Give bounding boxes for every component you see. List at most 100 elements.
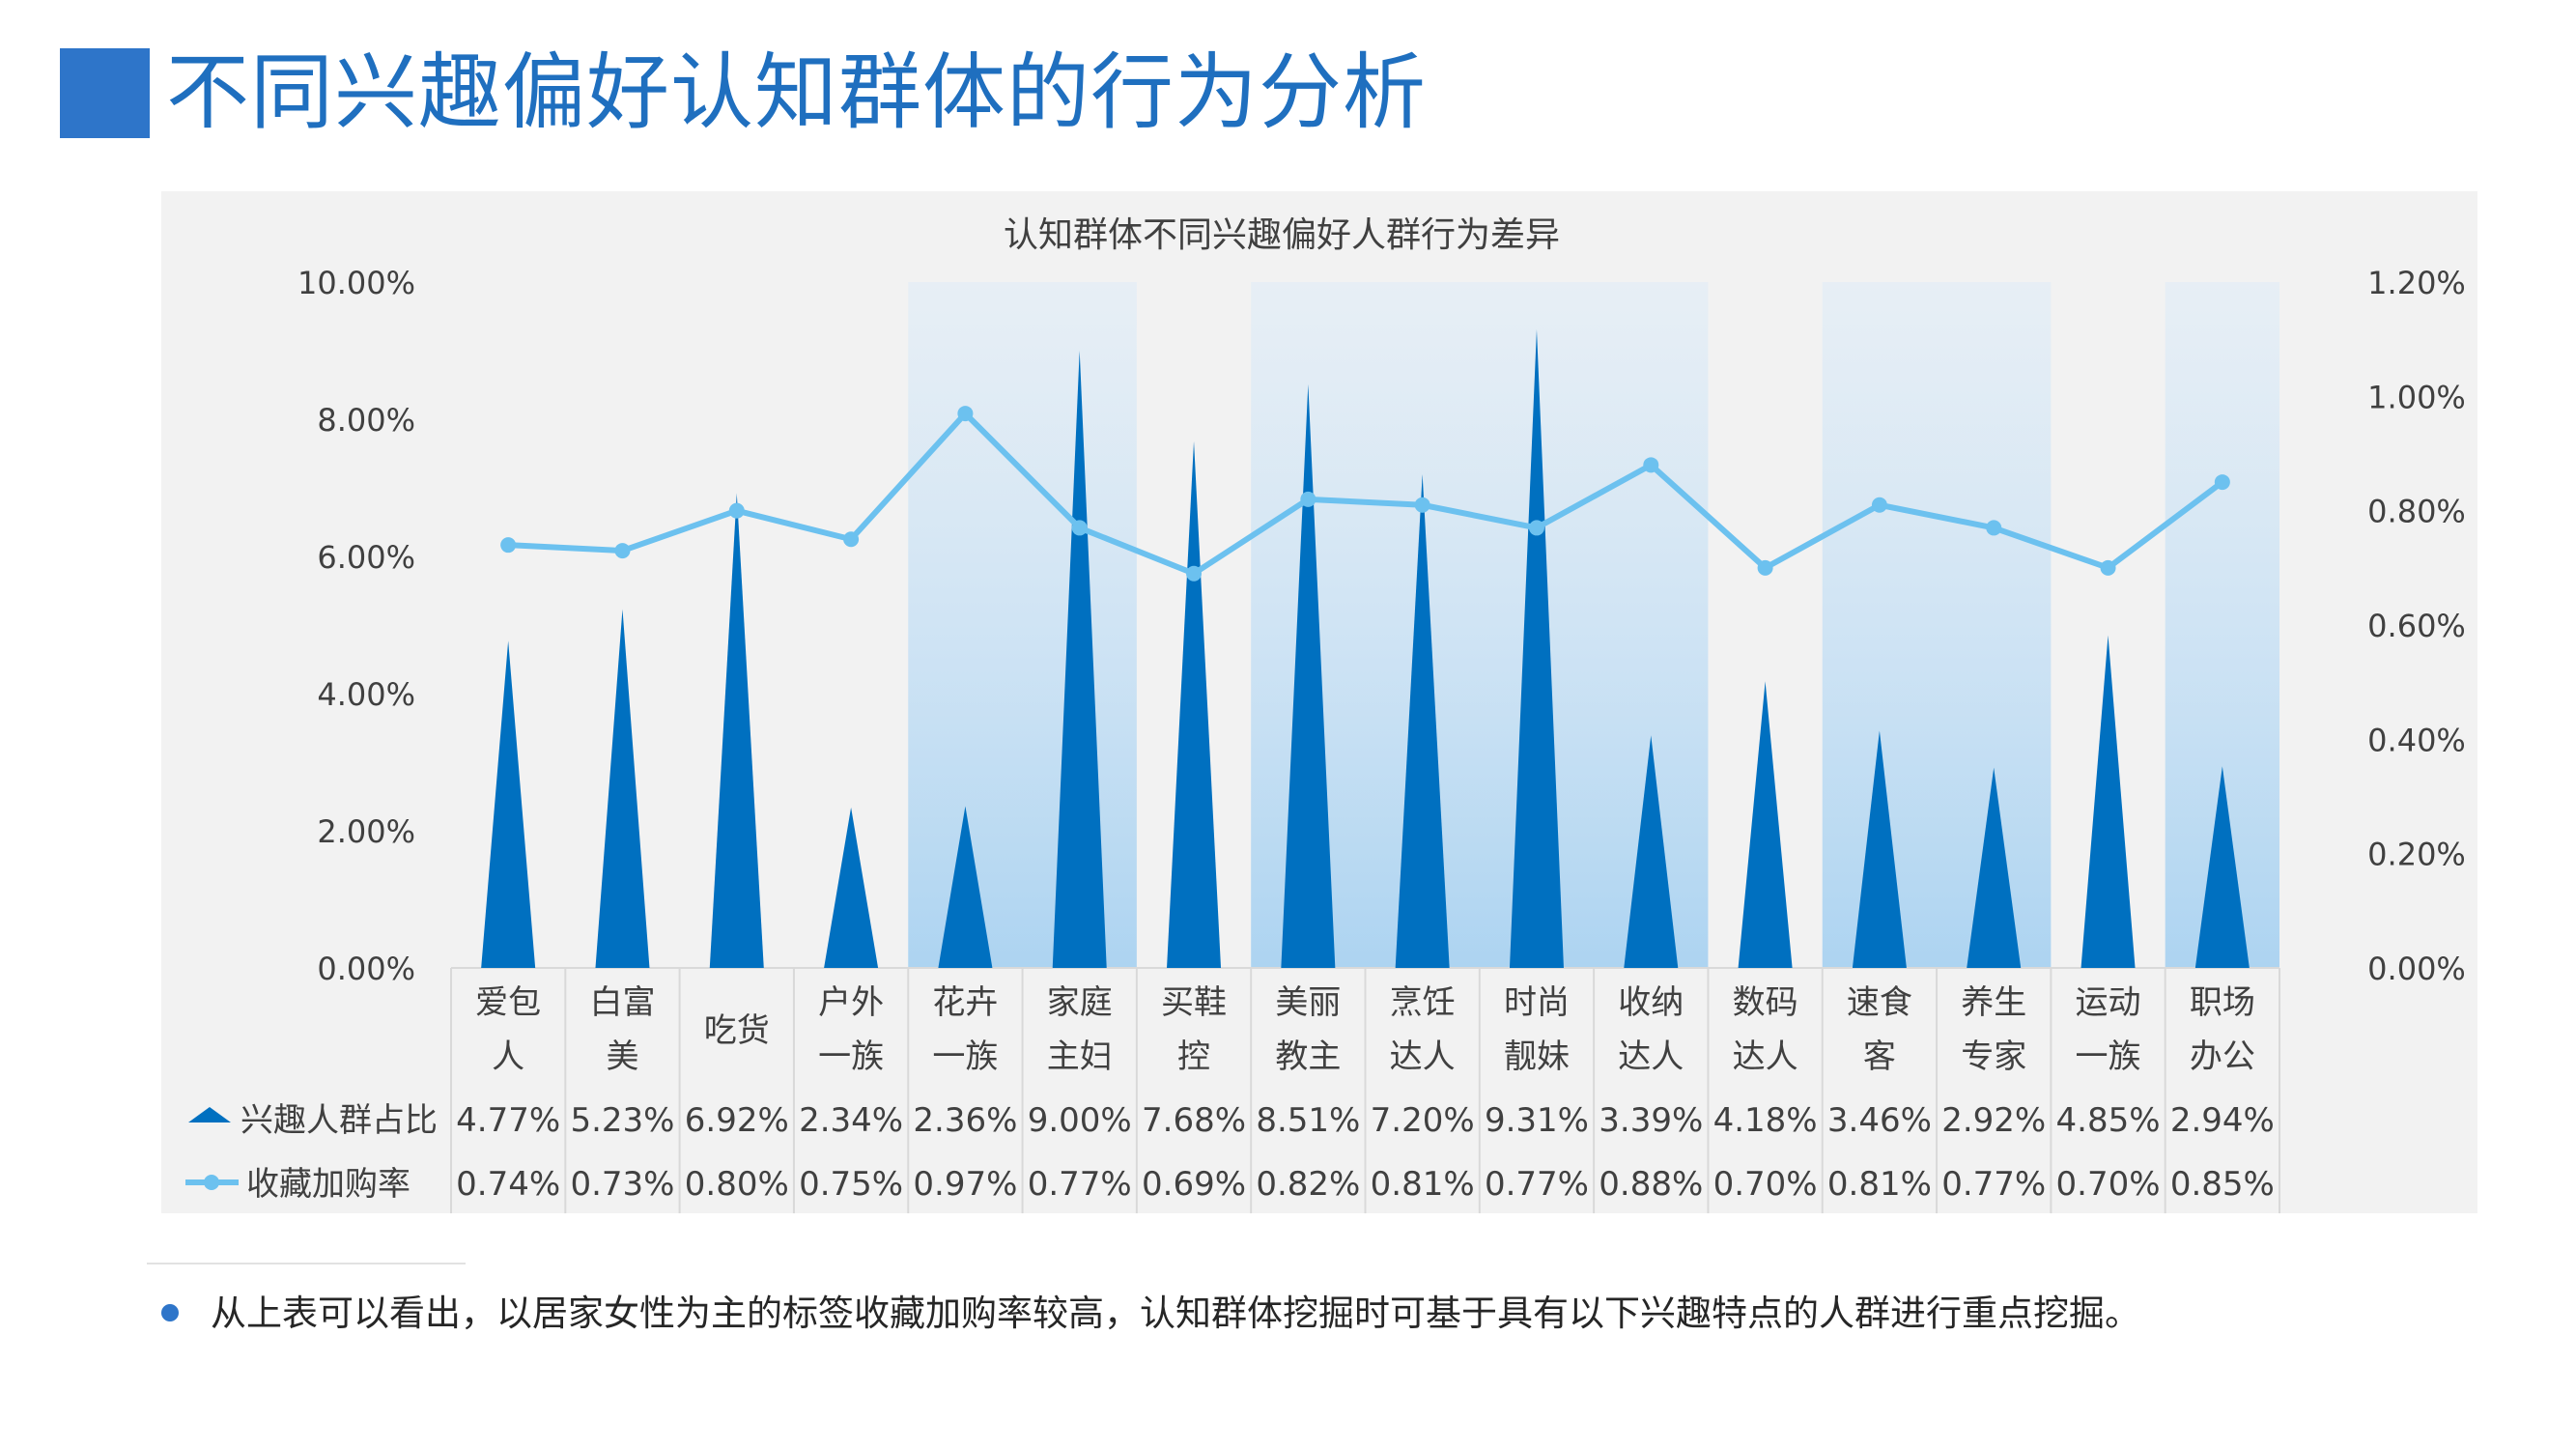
- divider-line: [147, 1263, 466, 1264]
- left-axis-tick-label: 8.00%: [317, 402, 415, 439]
- line-series-path: [508, 411, 2224, 577]
- bar-value-label: 9.00%: [1028, 1101, 1132, 1140]
- right-axis-tick-label: 1.20%: [2367, 265, 2466, 301]
- bar-2: [595, 609, 650, 968]
- bar-value-label: 9.31%: [1485, 1101, 1589, 1140]
- line-value-label: 0.80%: [685, 1165, 789, 1204]
- category-label: 时尚: [1504, 983, 1570, 1022]
- bar-13: [1852, 730, 1907, 968]
- line-point-7: [1186, 565, 1203, 582]
- category-label: 花卉: [932, 983, 998, 1022]
- line-value-label: 0.73%: [570, 1165, 674, 1204]
- line-point-6: [1071, 520, 1088, 536]
- bar-4: [824, 807, 879, 968]
- category-label: 吃货: [704, 1011, 770, 1050]
- category-label: 白富: [589, 983, 655, 1022]
- bar-value-label: 8.51%: [1256, 1101, 1360, 1140]
- bar-value-label: 5.23%: [570, 1101, 674, 1140]
- bar-value-label: 6.92%: [685, 1101, 789, 1140]
- category-label: 一族: [932, 1037, 998, 1076]
- highlight-band: [908, 282, 1137, 968]
- bar-11: [1624, 735, 1679, 968]
- line-point-1: [500, 537, 517, 554]
- combo-chart: 认知群体不同兴趣偏好人群行为差异 0.00% 2.00% 4.00% 6.00% 8.0…: [185, 215, 2466, 1213]
- category-label: 达人: [1390, 1037, 1456, 1076]
- bar-3: [709, 493, 764, 968]
- category-label: 美丽: [1275, 983, 1341, 1022]
- line-point-4: [843, 531, 860, 548]
- bar-value-label: 7.20%: [1371, 1101, 1475, 1140]
- bar-7: [1167, 440, 1222, 969]
- category-label: 户外: [818, 983, 884, 1022]
- left-axis-tick-label: 2.00%: [317, 813, 415, 850]
- line-value-label: 0.88%: [1599, 1165, 1703, 1204]
- bullet-dot: [161, 1304, 179, 1321]
- legend-label: 收藏加购率: [246, 1165, 410, 1204]
- category-label: 控: [1177, 1037, 1210, 1076]
- category-label: 运动: [2076, 983, 2141, 1022]
- line-point-16: [2214, 474, 2230, 491]
- highlight-band: [1822, 282, 2052, 968]
- category-label: 达人: [1733, 1037, 1798, 1076]
- right-axis-tick-label: 1.00%: [2367, 379, 2466, 415]
- line-value-label: 0.75%: [799, 1165, 903, 1204]
- line-point-8: [1300, 491, 1316, 507]
- legend-triangle-icon: [188, 1107, 231, 1122]
- page-title: 不同兴趣偏好认知群体的行为分析: [166, 44, 1427, 141]
- line-point-14: [1986, 520, 2002, 536]
- bar-value-label: 2.92%: [1941, 1101, 2046, 1140]
- line-value-label: 0.74%: [456, 1165, 560, 1204]
- line-value-label: 0.70%: [2056, 1165, 2161, 1204]
- line-value-label: 0.85%: [2170, 1165, 2275, 1204]
- bar-9: [1395, 473, 1450, 968]
- category-label: 美: [606, 1037, 638, 1076]
- category-label: 人: [492, 1037, 524, 1076]
- chart-panel: 认知群体不同兴趣偏好人群行为差异 0.00% 2.00% 4.00% 6.00% 8.0…: [161, 191, 2477, 1213]
- right-axis-tick-label: 0.20%: [2367, 837, 2466, 873]
- category-label: 爱包: [475, 983, 541, 1022]
- left-axis-tick-label: 0.00%: [317, 951, 415, 987]
- category-label: 专家: [1961, 1037, 2026, 1076]
- category-label: 办公: [2190, 1037, 2255, 1076]
- category-label: 达人: [1618, 1037, 1684, 1076]
- line-point-3: [728, 502, 745, 519]
- right-axis-tick-label: 0.40%: [2367, 722, 2466, 758]
- bar-1: [481, 640, 536, 968]
- bar-12: [1738, 681, 1793, 968]
- category-label: 买鞋: [1161, 983, 1227, 1022]
- category-label: 数码: [1733, 983, 1798, 1022]
- bar-6: [1052, 351, 1107, 968]
- summary-note: 从上表可以看出，以居家女性为主的标签收藏加购率较高，认知群体挖掘时可基于具有以下…: [211, 1293, 2140, 1334]
- line-point-15: [2100, 559, 2116, 576]
- bar-value-label: 7.68%: [1142, 1101, 1246, 1140]
- bar-value-label: 3.39%: [1599, 1101, 1703, 1140]
- line-value-label: 0.77%: [1941, 1165, 2046, 1204]
- line-point-2: [614, 543, 631, 559]
- line-value-label: 0.70%: [1713, 1165, 1818, 1204]
- bar-value-label: 4.85%: [2056, 1101, 2161, 1140]
- line-point-11: [1643, 457, 1659, 473]
- bar-value-label: 4.18%: [1713, 1101, 1818, 1140]
- category-label: 教主: [1275, 1037, 1341, 1076]
- legend-line-marker: [204, 1175, 219, 1190]
- line-point-13: [1871, 497, 1887, 513]
- left-axis-tick-label: 10.00%: [297, 265, 415, 301]
- category-label: 收纳: [1618, 983, 1684, 1022]
- bar-value-label: 2.36%: [913, 1101, 1017, 1140]
- bar-value-label: 4.77%: [456, 1101, 560, 1140]
- right-axis-tick-label: 0.60%: [2367, 608, 2466, 644]
- line-point-9: [1414, 497, 1430, 513]
- line-value-label: 0.82%: [1256, 1165, 1360, 1204]
- category-label: 一族: [818, 1037, 884, 1076]
- category-label: 主妇: [1047, 1037, 1113, 1076]
- bar-value-label: 2.94%: [2170, 1101, 2275, 1140]
- bar-8: [1281, 384, 1336, 968]
- left-axis-tick-label: 4.00%: [317, 676, 415, 713]
- line-value-label: 0.97%: [913, 1165, 1017, 1204]
- line-value-label: 0.81%: [1371, 1165, 1475, 1204]
- category-label: 速食: [1847, 983, 1912, 1022]
- bar-16: [2194, 766, 2250, 968]
- line-value-label: 0.69%: [1142, 1165, 1246, 1204]
- bar-value-label: 3.46%: [1827, 1101, 1932, 1140]
- bar-5: [938, 806, 993, 968]
